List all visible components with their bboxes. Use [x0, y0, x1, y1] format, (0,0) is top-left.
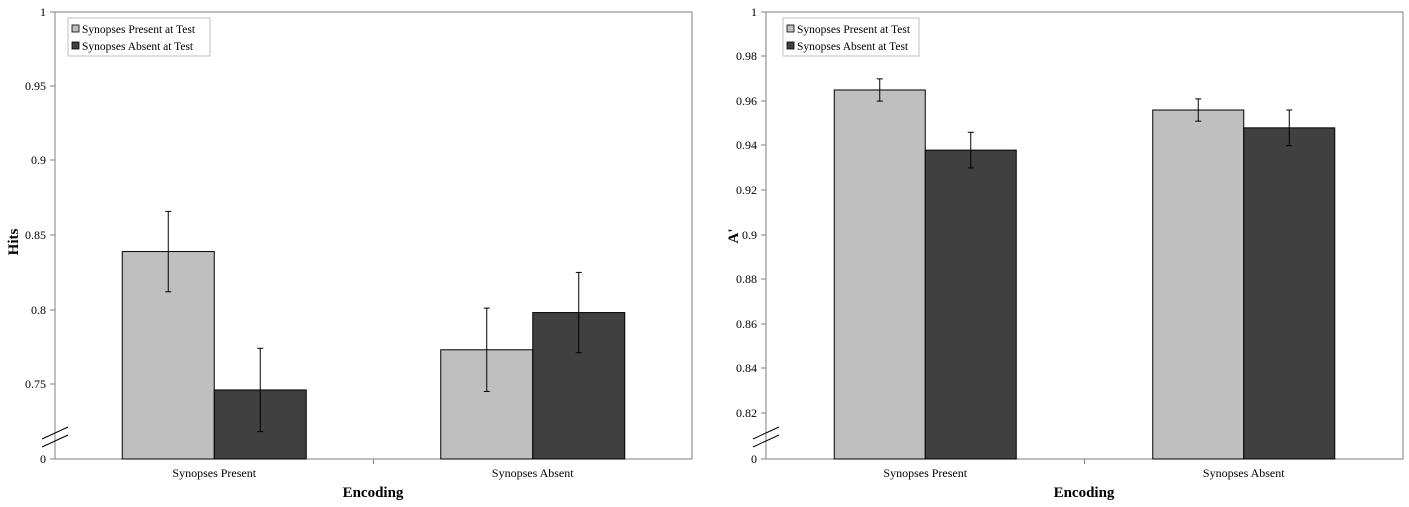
legend-swatch [786, 24, 795, 33]
y-tick-label: 0.95 [25, 79, 46, 93]
x-axis-label: Encoding [1054, 485, 1115, 501]
y-tick-label: 0.94 [736, 138, 757, 152]
axis-break-mark [41, 426, 69, 440]
axis-break-mark [752, 426, 780, 440]
legend: Synopses Present at Test Synopses Absent … [782, 17, 920, 57]
x-tick-label: Synopses Absent [492, 466, 574, 480]
y-tick-label: 0.85 [25, 228, 46, 242]
y-tick-label: 0.88 [736, 272, 757, 286]
y-tick-label: 0.9 [31, 153, 46, 167]
bar-present [440, 349, 534, 460]
y-tick-label: 0.82 [736, 406, 757, 420]
bar-present [1152, 109, 1245, 460]
y-tick-label: 1 [751, 5, 757, 19]
y-tick-label: 0.8 [31, 303, 46, 317]
legend-label: Synopses Absent at Test [82, 41, 194, 53]
chart-2: 0 0.82 0.84 0.86 0.88 0.9 0.92 0.94 0.96 0.98 1 Syn… [726, 5, 1404, 501]
y-tick-label: 0.75 [25, 377, 46, 391]
axis-break-mark [41, 434, 69, 448]
axis-break-mark [752, 434, 780, 448]
y-tick-label: 0.98 [736, 49, 757, 63]
bar-absent [1243, 127, 1336, 460]
legend-swatch [71, 41, 80, 50]
x-tick-label: Synopses Present [883, 466, 967, 480]
x-axis-label: Encoding [343, 485, 404, 501]
legend: Synopses Present at Test Synopses Absent … [67, 17, 211, 57]
y-tick-label: 0.9 [742, 228, 757, 242]
y-tick-label: 0 [40, 452, 46, 466]
y-tick-label: 0 [751, 452, 757, 466]
legend-box [67, 17, 211, 57]
legend-box [782, 17, 920, 57]
legend-label: Synopses Absent at Test [797, 41, 909, 53]
y-tick-label: 0.84 [736, 361, 757, 375]
chart-1: 0 0.75 0.8 0.85 0.9 0.95 1 Synopses Present Syno… [6, 5, 693, 501]
y-tick-label: 0.96 [736, 94, 757, 108]
y-axis-label: A' [726, 229, 742, 244]
legend-label: Synopses Present at Test [82, 24, 196, 36]
y-tick-label: 0.86 [736, 317, 757, 331]
x-tick-label: Synopses Absent [1203, 466, 1285, 480]
bar-present [833, 89, 926, 460]
x-tick-label: Synopses Present [172, 466, 256, 480]
legend-swatch [786, 41, 795, 50]
legend-label: Synopses Present at Test [797, 24, 911, 36]
legend-swatch [71, 24, 80, 33]
bar-absent [924, 149, 1017, 460]
y-tick-label: 0.92 [736, 183, 757, 197]
y-tick-label: 1 [40, 5, 46, 19]
y-axis-label: Hits [6, 229, 22, 256]
